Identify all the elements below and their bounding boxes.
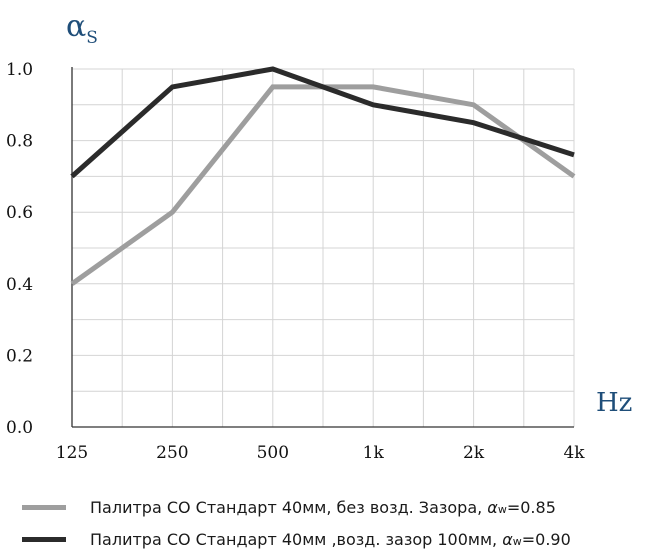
series-line-2 — [70, 66, 575, 179]
x-tick-label: 1k — [363, 443, 385, 463]
legend-swatch-1 — [22, 505, 66, 510]
legend-item-2: Палитра CO Стандарт 40мм ,возд. зазор 10… — [22, 530, 571, 549]
chart: 0.0 0.2 0.4 0.6 0.8 1.0 125 250 500 1k 2k 4k αS Hz — [6, 9, 632, 463]
grid — [72, 68, 575, 427]
y-axis-title: αS — [66, 9, 98, 48]
legend-label-2: Палитра CO Стандарт 40мм ,возд. зазор 10… — [90, 530, 571, 549]
y-tick-label: 0.4 — [6, 275, 33, 295]
axes — [71, 67, 574, 428]
legend-label-1: Палитра CO Стандарт 40мм, без возд. Зазо… — [90, 498, 556, 517]
x-tick-label: 2k — [463, 443, 485, 463]
y-tick-label: 1.0 — [6, 60, 33, 80]
y-tick-label: 0.2 — [6, 346, 33, 366]
x-tick-label: 250 — [156, 443, 188, 463]
y-axis-title-symbol: α — [66, 9, 86, 44]
x-tick-label: 4k — [563, 443, 585, 463]
y-tick-label: 0.8 — [6, 132, 33, 152]
x-tick-label: 125 — [56, 443, 88, 463]
tick-labels: 0.0 0.2 0.4 0.6 0.8 1.0 125 250 500 1k 2k 4k — [6, 60, 585, 463]
x-axis-title: Hz — [596, 388, 632, 418]
x-tick-label: 500 — [257, 443, 289, 463]
y-tick-label: 0.6 — [6, 203, 33, 223]
y-tick-label: 0.0 — [6, 418, 33, 438]
series-lines — [70, 66, 576, 286]
legend-swatch-2 — [22, 537, 66, 542]
legend-item-1: Палитра CO Стандарт 40мм, без возд. Зазо… — [22, 498, 556, 517]
y-axis-title-subscript: S — [86, 28, 98, 48]
